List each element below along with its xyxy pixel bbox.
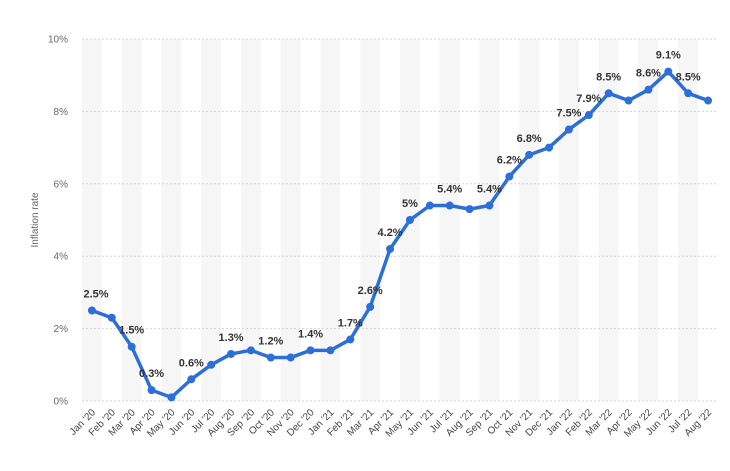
data-point (405, 216, 414, 224)
data-label: 6.8% (517, 133, 542, 145)
data-label: 1.3% (219, 332, 244, 344)
data-point (266, 353, 275, 362)
data-point (485, 201, 494, 210)
data-label: 2.6% (358, 285, 383, 297)
series-line (90, 69, 710, 400)
y-tick-label: 4% (54, 252, 69, 263)
data-label: 5.4% (477, 184, 502, 196)
data-label: 7.9% (576, 93, 601, 105)
data-label: 1.2% (258, 336, 283, 348)
column-band (360, 39, 381, 401)
column-band (479, 39, 500, 401)
data-point (87, 306, 96, 315)
column-band (201, 39, 222, 401)
data-point (564, 125, 573, 134)
column-band (678, 39, 699, 401)
data-point (147, 386, 156, 395)
data-label: 6.2% (497, 155, 522, 167)
data-point (127, 342, 136, 351)
y-tick-label: 0% (54, 397, 69, 408)
data-point (227, 349, 236, 358)
data-point (207, 360, 216, 369)
column-band (638, 39, 659, 401)
data-point (167, 393, 176, 402)
column-band (439, 39, 460, 401)
column-band (82, 39, 102, 401)
data-point (525, 150, 534, 159)
data-point (465, 205, 474, 214)
data-label: 2.5% (83, 289, 108, 301)
data-point (425, 201, 434, 210)
data-point (366, 302, 375, 311)
data-point (664, 67, 673, 76)
data-point (644, 85, 653, 94)
data-point (107, 313, 116, 322)
data-point (584, 111, 593, 120)
data-point (445, 201, 454, 210)
data-label: 9.1% (656, 50, 681, 62)
data-label: 5.4% (437, 184, 462, 196)
data-label: 5% (402, 198, 418, 210)
column-band (121, 39, 142, 401)
data-point (187, 375, 196, 384)
data-point (346, 335, 355, 344)
data-label: 0.3% (139, 368, 164, 380)
data-point (604, 89, 613, 98)
column-band (280, 39, 301, 401)
data-label: 8.5% (596, 71, 621, 83)
data-label: 1.7% (338, 317, 363, 329)
y-tick-label: 2% (54, 324, 69, 335)
y-axis-label: Inflation rate (30, 192, 41, 247)
data-labels: 2.5% 1.5% 0.3% 0.6% 1.3% 1.2% 1.4% 1.7% 2.6% 4.2%… (83, 50, 700, 381)
gridlines (82, 38, 718, 402)
data-point (306, 346, 315, 355)
data-label: 0.6% (179, 357, 204, 369)
data-point (386, 244, 395, 253)
data-point (326, 346, 335, 355)
data-point (545, 143, 554, 152)
column-band (161, 39, 182, 401)
data-points (87, 67, 713, 402)
data-point (624, 96, 633, 105)
data-label: 8.6% (636, 68, 661, 80)
data-label: 1.5% (119, 325, 144, 337)
data-point (684, 89, 693, 98)
data-point (505, 172, 514, 181)
data-label: 4.2% (378, 227, 403, 239)
data-label: 1.4% (298, 328, 323, 340)
y-axis-ticks: 0% 2% 4% 6% 8% 10% (48, 35, 68, 408)
data-label: 7.5% (556, 108, 581, 120)
y-tick-label: 6% (54, 179, 69, 190)
data-label: 8.5% (676, 71, 701, 83)
column-band (598, 39, 619, 401)
y-tick-label: 10% (48, 35, 68, 46)
column-band (559, 39, 579, 401)
data-point (286, 353, 295, 362)
column-band (320, 39, 341, 401)
y-tick-label: 8% (54, 107, 69, 118)
data-point (704, 96, 713, 105)
column-band (241, 39, 261, 401)
data-point (246, 346, 255, 355)
column-band (519, 39, 540, 401)
